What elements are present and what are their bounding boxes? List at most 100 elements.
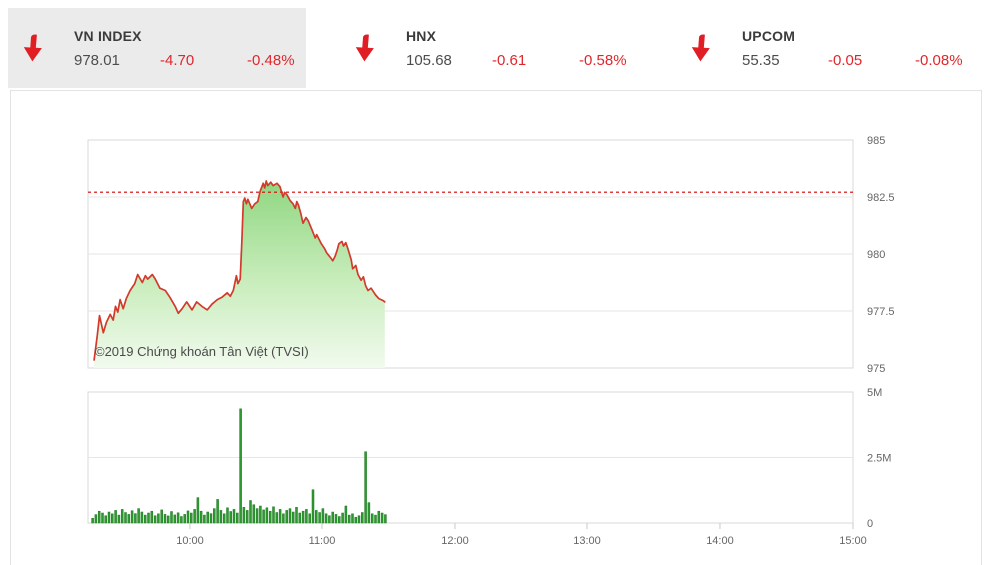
volume-bar [384,514,387,524]
volume-bar [275,512,279,524]
volume-bar [176,512,180,524]
volume-bar [157,513,160,524]
volume-bar [101,512,104,524]
volume-bar [199,510,203,524]
volume-bar [370,513,374,524]
volume-bar [305,509,308,524]
volume-bar [308,513,311,524]
down-arrow-icon [355,34,374,62]
index-name: HNX [406,27,437,44]
volume-bar [262,509,265,524]
volume-bar [311,489,315,524]
volume-bar [190,512,193,524]
volume-bar [291,511,295,524]
volume-axis-label: 2.5M [867,453,891,465]
volume-bar [374,514,377,524]
volume-bar [272,506,275,524]
volume-bar [222,513,226,524]
volume-bar [298,512,302,524]
volume-bar [147,512,150,524]
volume-bar [216,499,219,524]
volume-bar [282,513,285,524]
price-axis-label: 982.5 [867,192,895,204]
volume-bar [331,511,334,524]
volume-bar [341,512,344,524]
volume-bar [166,515,170,524]
index-change: -4.70 [160,51,195,69]
volume-bar [288,508,292,524]
index-value: 55.35 [742,51,780,69]
volume-bar [245,510,249,524]
tab-vn-index[interactable]: VN INDEX 978.01 -4.70 -0.48% [8,8,306,88]
volume-bar [354,516,358,524]
volume-bar [94,514,98,524]
index-name: VN INDEX [74,27,142,44]
price-area [94,181,385,368]
volume-bar [209,513,213,524]
volume-bar [213,508,216,524]
index-value: 978.01 [74,51,120,69]
volume-bar [150,510,154,524]
down-arrow-icon [691,34,710,62]
volume-bar [160,509,163,524]
index-change-percent: -0.08% [915,51,963,69]
x-axis-label: 12:00 [441,535,469,547]
copyright-watermark: ©2019 Chứng khoán Tân Việt (TVSI) [95,344,309,359]
price-line [93,180,386,361]
volume-bar [338,516,341,524]
volume-bar [91,518,94,524]
volume-bar [193,509,196,524]
volume-bar [301,510,305,524]
volume-bar [186,510,190,524]
volume-bar [364,451,367,524]
volume-bar [242,507,246,524]
volume-bar [173,514,177,524]
x-axis-label: 14:00 [706,535,734,547]
price-axis-label: 975 [867,363,885,375]
volume-bar [321,508,325,524]
volume-bar [377,510,381,524]
volume-bar [219,510,223,524]
volume-bar [318,512,321,524]
volume-bar [124,512,127,524]
price-axis-label: 977.5 [867,306,895,318]
volume-bar [259,505,262,524]
volume-bar [324,513,328,524]
volume-bar [114,510,117,524]
volume-bar [278,509,282,524]
tab-hnx[interactable]: HNX 105.68 -0.61 -0.58% [340,8,640,88]
volume-bar [239,408,242,524]
volume-bar [137,508,140,524]
price-axis-label: 980 [867,249,885,261]
volume-bar [117,514,121,524]
volume-bar [344,505,348,524]
index-change: -0.05 [828,51,863,69]
volume-bar [180,516,183,524]
volume-bar [120,509,124,524]
tab-upcom[interactable]: UPCOM 55.35 -0.05 -0.08% [676,8,976,88]
volume-bar [226,507,229,524]
volume-bar [134,513,137,524]
volume-bar [104,515,107,524]
index-name: UPCOM [742,27,796,44]
volume-bar [357,515,361,524]
volume-bar [265,507,269,524]
volume-bar [249,500,252,524]
volume-bar [347,514,351,524]
volume-bar [361,512,364,524]
volume-bar [130,510,134,524]
x-axis-label: 10:00 [176,535,204,547]
x-axis-label: 11:00 [309,535,336,547]
volume-bar [268,510,272,524]
index-change: -0.61 [492,51,527,69]
volume-bar [206,511,209,524]
volume-bar [153,515,157,524]
volume-bar [380,512,384,524]
volume-bar [315,510,318,524]
volume-axis-label: 0 [867,518,873,530]
volume-bar [140,511,144,524]
volume-bar [107,511,111,524]
index-change-percent: -0.48% [247,51,295,69]
x-axis-label: 13:00 [573,535,601,547]
